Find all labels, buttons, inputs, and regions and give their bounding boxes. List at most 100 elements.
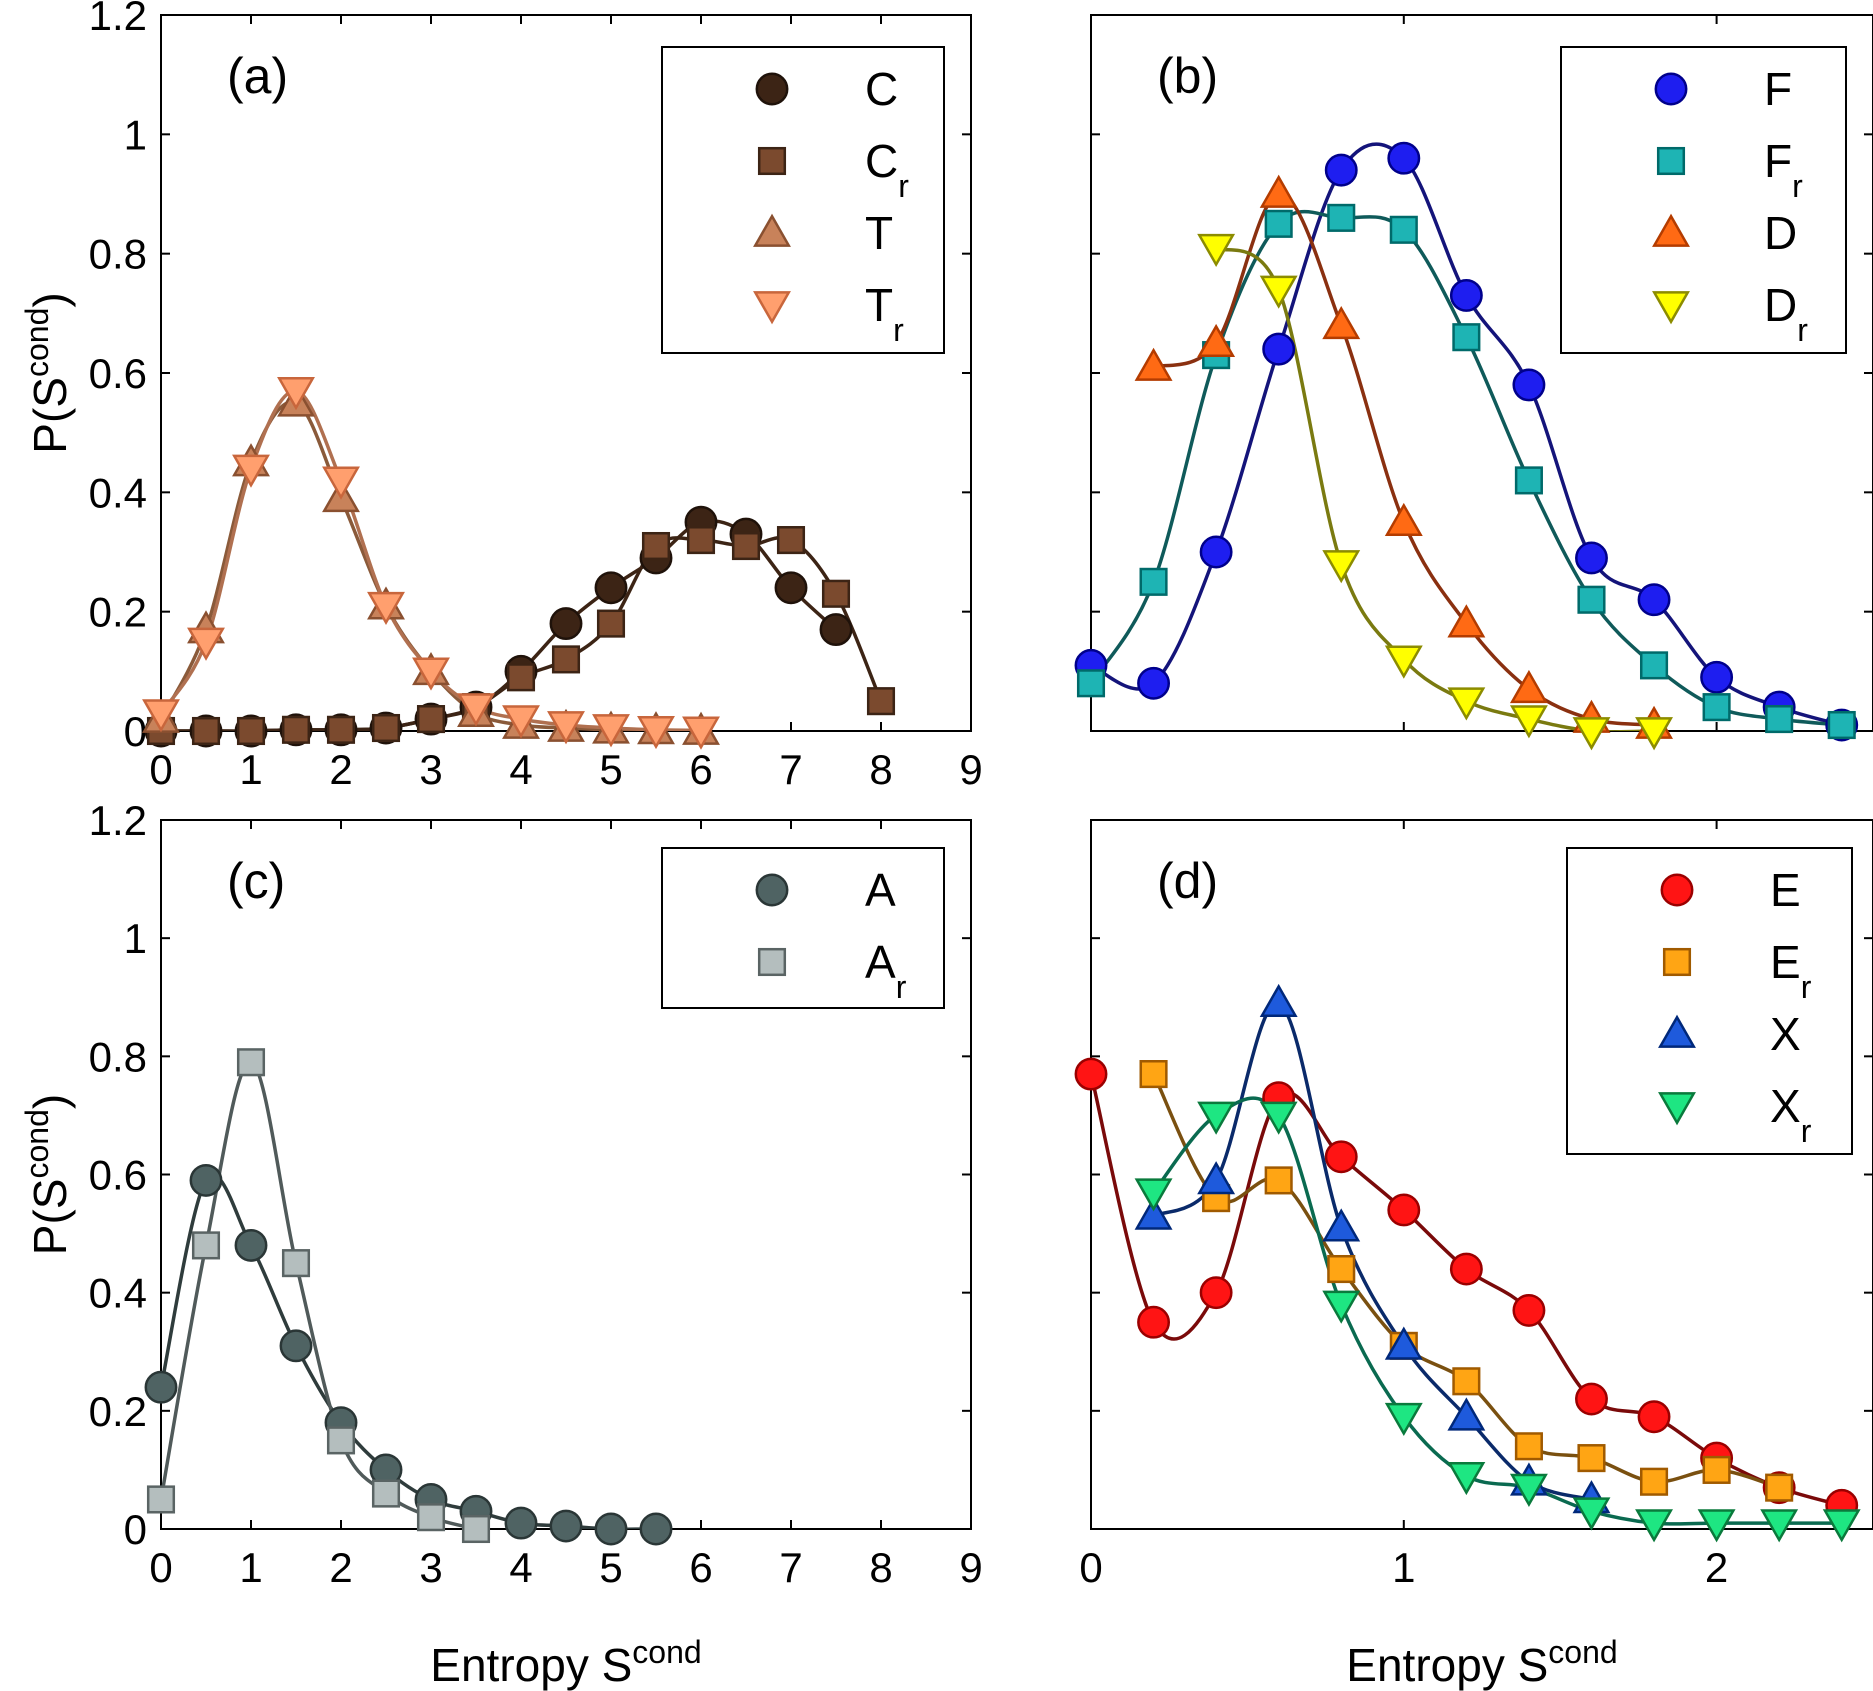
data-point-E: [1324, 1140, 1358, 1174]
x-tick-label: 6: [689, 1544, 712, 1591]
data-point-C: [819, 613, 853, 647]
data-point-F: [1512, 368, 1546, 402]
x-tick-label: 1: [1392, 1544, 1415, 1591]
x-axis-label-main: Entropy S: [430, 1639, 632, 1691]
data-point-Xr: [1322, 1290, 1361, 1324]
data-point-Fr: [1577, 585, 1606, 614]
legend-label-sub: r: [1801, 969, 1812, 1005]
data-point-Tr: [412, 657, 450, 691]
x-axis-label: Entropy Scond: [1346, 1634, 1617, 1691]
panel-label: (a): [227, 48, 288, 104]
data-point-E: [1387, 1193, 1421, 1227]
data-point-Fr: [1264, 209, 1293, 238]
data-point-D: [1447, 604, 1486, 638]
data-point-C: [594, 571, 628, 605]
data-point-Xr: [1384, 1402, 1423, 1437]
marker-layer: [1074, 141, 1859, 751]
y-tick-label: 0.6: [89, 350, 147, 397]
series-line-Fr: [1091, 209, 1842, 727]
legend-label-main: D: [1764, 279, 1797, 331]
data-point-C: [549, 607, 583, 641]
panel-a: 0 0.2 0.4 0.6 0.8 1 1.2 0 1 2 3 4 5 6 7 8 9 P(Scond) (a) CC…: [19, 0, 983, 793]
x-tick-label: 4: [509, 746, 532, 793]
legend-marker-T: [753, 213, 791, 247]
legend-box: [661, 46, 945, 354]
legend-label-main: E: [1770, 936, 1801, 988]
data-point-F: [1387, 141, 1421, 175]
legend-marker-Cr: [757, 146, 787, 176]
data-point-A: [594, 1512, 628, 1546]
x-tick-label: 2: [1705, 1544, 1728, 1591]
data-point-Xr: [1572, 1497, 1611, 1531]
legend-marker-A: [755, 873, 789, 907]
legend-label-sub: r: [1797, 312, 1808, 348]
data-point-Xr: [1447, 1461, 1486, 1496]
data-point-D: [1134, 347, 1173, 381]
legend-label-main: C: [865, 63, 898, 115]
data-point-C: [774, 571, 808, 605]
data-point-A: [504, 1506, 538, 1540]
data-point-A: [234, 1228, 268, 1262]
data-point-D: [1197, 323, 1236, 358]
data-point-Tr: [547, 711, 585, 745]
data-point-Xr: [1259, 1101, 1298, 1135]
data-point-Ar: [371, 1479, 401, 1508]
data-point-Cr: [686, 526, 716, 555]
panel-label: (b): [1157, 48, 1218, 104]
legend-marker-D: [1652, 213, 1690, 247]
y-axis-label-close: ): [24, 1094, 76, 1109]
data-point-Cr: [776, 526, 806, 555]
x-tick-label: 2: [329, 1544, 352, 1591]
data-point-Cr: [371, 713, 401, 743]
legend-marker-Ar: [757, 947, 787, 977]
data-point-Tr: [232, 454, 270, 488]
data-point-Er: [1765, 1473, 1794, 1502]
x-tick-label: 8: [869, 746, 892, 793]
data-point-Cr: [596, 609, 626, 638]
data-point-E: [1449, 1252, 1483, 1286]
data-point-Tr: [637, 715, 675, 750]
data-point-A: [189, 1163, 223, 1197]
legend-marker-E: [1660, 873, 1694, 907]
data-point-Dr: [1635, 717, 1673, 751]
data-point-Xr: [1197, 1101, 1236, 1135]
x-axis-label: Entropy Scond: [430, 1634, 701, 1691]
data-point-Tr: [322, 466, 360, 500]
data-point-Tr: [682, 716, 720, 750]
y-tick-label: 1.2: [89, 0, 147, 39]
legend-label-main: A: [865, 936, 896, 988]
data-point-Ar: [461, 1514, 491, 1544]
data-point-E: [1074, 1057, 1108, 1091]
marker-layer: [144, 1048, 673, 1546]
legend-label-Xr: Xr: [1770, 1080, 1812, 1149]
y-tick-label: 0.4: [89, 469, 147, 516]
x-tick-label: 6: [689, 746, 712, 793]
panel-label: (d): [1157, 853, 1218, 909]
data-point-Cr: [506, 663, 536, 692]
data-point-F: [1449, 278, 1483, 312]
y-tick-label: 0.4: [89, 1270, 147, 1317]
data-point-Tr: [592, 714, 630, 748]
data-point-Er: [1577, 1444, 1606, 1473]
legend-label-main: A: [865, 864, 896, 916]
data-point-E: [1199, 1276, 1233, 1310]
data-point-Fr: [1765, 705, 1794, 734]
y-tick-label: 0.2: [89, 1388, 147, 1435]
data-point-Cr: [191, 716, 221, 746]
data-point-Er: [1452, 1367, 1481, 1396]
legend-label-main: X: [1770, 1080, 1801, 1132]
data-point-Dr: [1322, 550, 1361, 584]
x-tick-label: 9: [959, 1544, 982, 1591]
data-point-Xr: [1697, 1509, 1736, 1543]
legend-label-main: F: [1764, 63, 1792, 115]
data-point-A: [639, 1512, 673, 1546]
data-point-E: [1512, 1293, 1546, 1327]
y-tick-label: 0.8: [89, 231, 147, 278]
legend-marker-Tr: [753, 291, 791, 325]
legend-label-Ar: Ar: [865, 936, 907, 1005]
legend-box: [1560, 46, 1847, 354]
